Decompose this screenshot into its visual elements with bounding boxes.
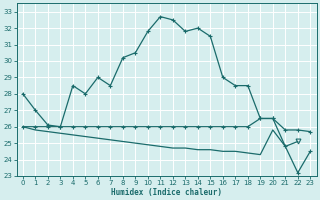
X-axis label: Humidex (Indice chaleur): Humidex (Indice chaleur): [111, 188, 222, 197]
